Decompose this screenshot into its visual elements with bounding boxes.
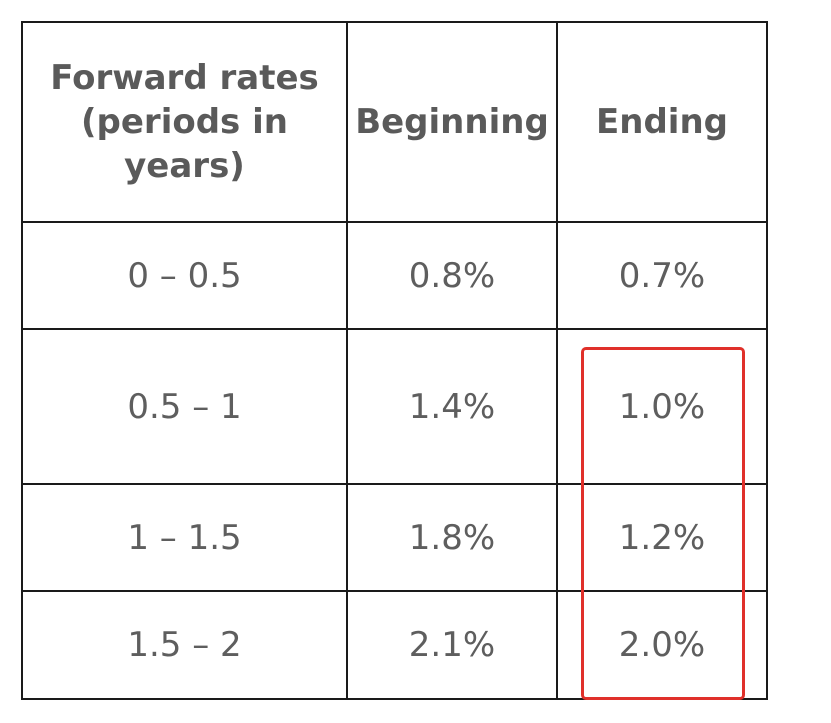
cell-period: 1 – 1.5 (21, 483, 348, 592)
header-ending: Ending (556, 21, 768, 223)
cell-beginning: 0.8% (346, 221, 558, 330)
cell-ending: 1.0% (556, 328, 768, 485)
header-forward-rates: Forward rates (periods in years) (21, 21, 348, 223)
table-row: 1 – 1.5 1.8% 1.2% (21, 483, 768, 592)
cell-beginning: 1.4% (346, 328, 558, 485)
cell-period: 1.5 – 2 (21, 590, 348, 700)
header-row: Forward rates (periods in years) Beginni… (21, 21, 768, 223)
forward-rates-table: Forward rates (periods in years) Beginni… (21, 21, 768, 700)
cell-beginning: 2.1% (346, 590, 558, 700)
table-row: 1.5 – 2 2.1% 2.0% (21, 590, 768, 700)
table-row: 0 – 0.5 0.8% 0.7% (21, 221, 768, 330)
cell-period: 0.5 – 1 (21, 328, 348, 485)
cell-ending: 0.7% (556, 221, 768, 330)
header-beginning: Beginning (346, 21, 558, 223)
cell-ending: 1.2% (556, 483, 768, 592)
cell-period: 0 – 0.5 (21, 221, 348, 330)
table-row: 0.5 – 1 1.4% 1.0% (21, 328, 768, 485)
cell-ending: 2.0% (556, 590, 768, 700)
cell-beginning: 1.8% (346, 483, 558, 592)
